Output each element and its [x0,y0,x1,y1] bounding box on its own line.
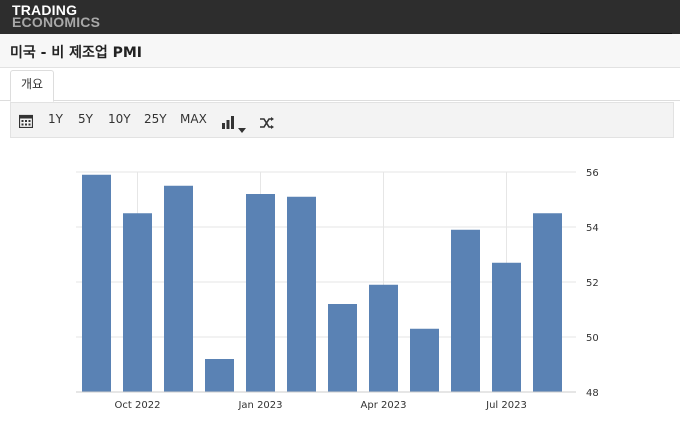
y-tick-label: 56 [586,168,599,179]
bar[interactable] [328,304,357,392]
page-title: 미국 - 비 제조업 PMI [10,45,142,61]
range-5y-button[interactable]: 5Y [78,112,93,126]
tab-row: 개요 [0,68,680,102]
bar[interactable] [287,196,316,392]
x-tick-label: Oct 2022 [115,400,161,411]
logo-line-2: ECONOMICS [12,14,101,30]
y-tick-label: 48 [586,388,599,399]
bar[interactable] [410,328,439,392]
range-25y-button[interactable]: 25Y [144,112,167,126]
bar[interactable] [82,174,111,392]
bar[interactable] [533,213,562,392]
bar[interactable] [205,359,234,392]
x-tick-label: Apr 2023 [361,400,407,411]
y-tick-label: 50 [586,333,599,344]
bar[interactable] [123,213,152,392]
x-tick-label: Jul 2023 [485,400,527,411]
chart-toolbar: 1Y 5Y 10Y 25Y MAX [10,102,674,138]
trading-economics-logo[interactable]: TRADING ECONOMICS [12,2,101,30]
calendar-icon[interactable] [18,113,34,132]
bar[interactable] [451,229,480,392]
chevron-down-icon[interactable] [238,118,246,137]
bar[interactable] [246,194,275,392]
bar[interactable] [492,262,521,392]
range-10y-button[interactable]: 10Y [108,112,131,126]
x-tick-label: Jan 2023 [237,400,282,411]
title-row: 미국 - 비 제조업 PMI [0,34,680,68]
top-bar: TRADING ECONOMICS [0,0,680,36]
bar[interactable] [369,284,398,392]
bar-chart-icon[interactable] [221,114,235,133]
range-max-button[interactable]: MAX [180,112,207,126]
logo-line-1: TRADING [12,2,78,18]
bar[interactable] [164,185,193,392]
y-tick-label: 54 [586,223,599,234]
range-1y-button[interactable]: 1Y [48,112,63,126]
tab-overview[interactable]: 개요 [10,70,55,102]
bar-chart: 48 50 52 54 56 Oct 2022 Jan 2023 Apr 2023 Jul 20… [76,168,599,411]
chart-container: 48 50 52 54 56 Oct 2022 Jan 2023 Apr 2023 Jul 20… [10,140,674,436]
y-tick-label: 52 [586,278,599,289]
shuffle-icon[interactable] [260,114,274,133]
